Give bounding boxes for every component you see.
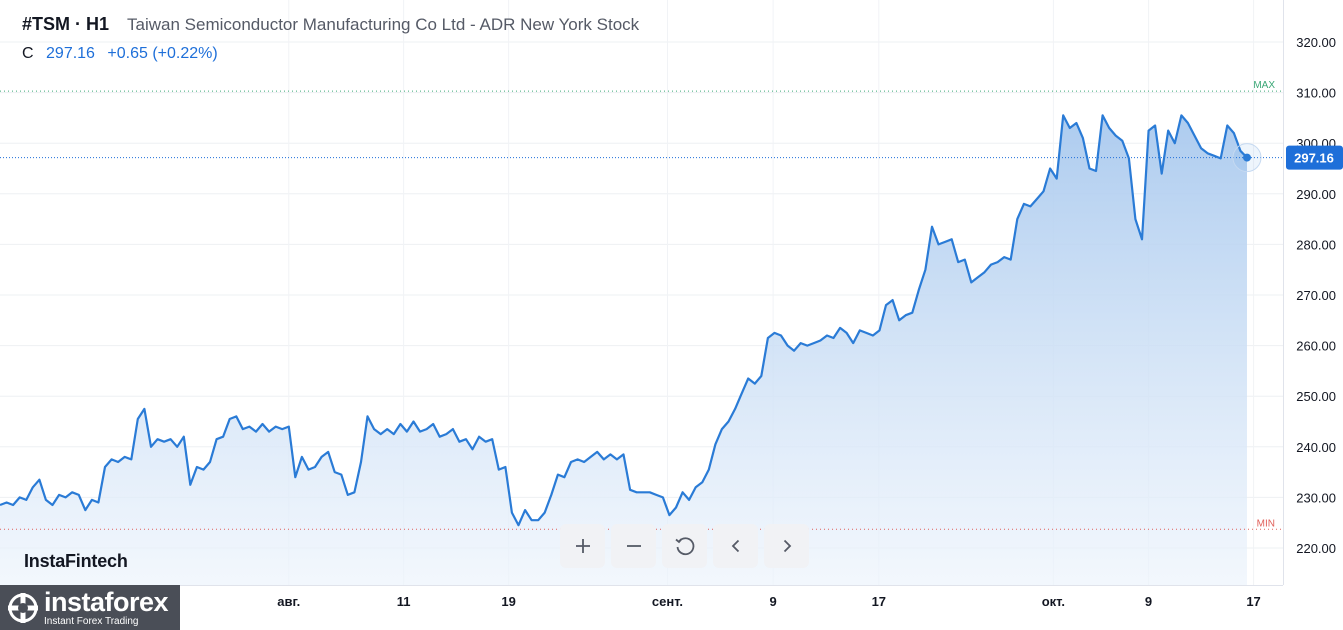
x-tick-label: сент.	[652, 594, 683, 609]
axis-bg	[1283, 0, 1343, 630]
symbol-label[interactable]: #TSM · H1	[22, 14, 110, 34]
y-tick-label: 320.00	[1296, 35, 1336, 50]
scroll-right-button[interactable]	[764, 524, 809, 568]
y-tick-label: 230.00	[1296, 490, 1336, 505]
instaforex-logo-icon	[8, 592, 38, 623]
x-tick-label: 19	[501, 594, 515, 609]
reset-button[interactable]	[662, 524, 707, 568]
chevron-right-icon	[783, 539, 791, 553]
logo-text: instaforex Instant Forex Trading	[44, 586, 169, 627]
brand-logo[interactable]: instaforex Instant Forex Trading	[0, 585, 180, 630]
close-value: 297.16	[46, 45, 95, 62]
zoom-in-button[interactable]	[560, 524, 605, 568]
y-tick-label: 290.00	[1296, 187, 1336, 202]
x-tick-label: 9	[1145, 594, 1152, 609]
max-label: MAX	[1253, 80, 1275, 91]
change-value: +0.65 (+0.22%)	[107, 45, 218, 62]
chevron-left-icon	[731, 539, 739, 553]
logo-brand: instaforex	[44, 586, 169, 617]
y-tick-label: 270.00	[1296, 288, 1336, 303]
time-axis[interactable]: авг. 11 19 сент. 9 17 окт. 9 17	[0, 585, 1283, 610]
price-badge	[1286, 145, 1343, 170]
area-fill	[0, 115, 1247, 586]
plus-icon	[575, 539, 590, 553]
ohlc-label: C	[22, 45, 34, 62]
title-row: #TSM · H1 Taiwan Semiconductor Manufactu…	[22, 14, 639, 35]
min-label: MIN	[1257, 518, 1275, 529]
y-tick-label: 310.00	[1296, 86, 1336, 101]
x-tick-label: 11	[397, 594, 411, 609]
chart-toolbar	[560, 524, 809, 568]
instrument-name: Taiwan Semiconductor Manufacturing Co Lt…	[127, 15, 640, 34]
x-tick-label: окт.	[1042, 594, 1065, 609]
price-axis[interactable]: 320.00310.00300.00290.00280.00270.00260.…	[1283, 0, 1343, 630]
reference-lines: MAX MIN	[0, 80, 1283, 530]
price-line	[0, 114, 1248, 527]
chart-header: #TSM · H1 Taiwan Semiconductor Manufactu…	[22, 14, 639, 63]
y-tick-label: 250.00	[1296, 389, 1336, 404]
reset-icon	[674, 537, 694, 556]
price-badge-label: 297.16	[1294, 151, 1334, 166]
watermark: InstaFintech	[24, 551, 128, 571]
last-point	[1243, 153, 1251, 162]
x-tick-label: 9	[770, 594, 777, 609]
minus-icon	[626, 545, 641, 547]
x-tick-label: 17	[872, 594, 886, 609]
x-tick-label: авг.	[277, 594, 300, 609]
last-price-marker: 297.16	[1232, 143, 1343, 173]
scroll-left-button[interactable]	[713, 524, 758, 568]
y-tick-label: 280.00	[1296, 237, 1336, 252]
zoom-out-button[interactable]	[611, 524, 656, 568]
area-path	[0, 115, 1247, 586]
series-line	[0, 114, 1248, 527]
y-tick-label: 220.00	[1296, 541, 1336, 556]
y-tick-label: 260.00	[1296, 339, 1336, 354]
x-tick-label: 17	[1246, 594, 1260, 609]
y-tick-label: 240.00	[1296, 440, 1336, 455]
logo-tagline: Instant Forex Trading	[44, 615, 139, 627]
price-row: C 297.16 +0.65 (+0.22%)	[22, 45, 639, 63]
